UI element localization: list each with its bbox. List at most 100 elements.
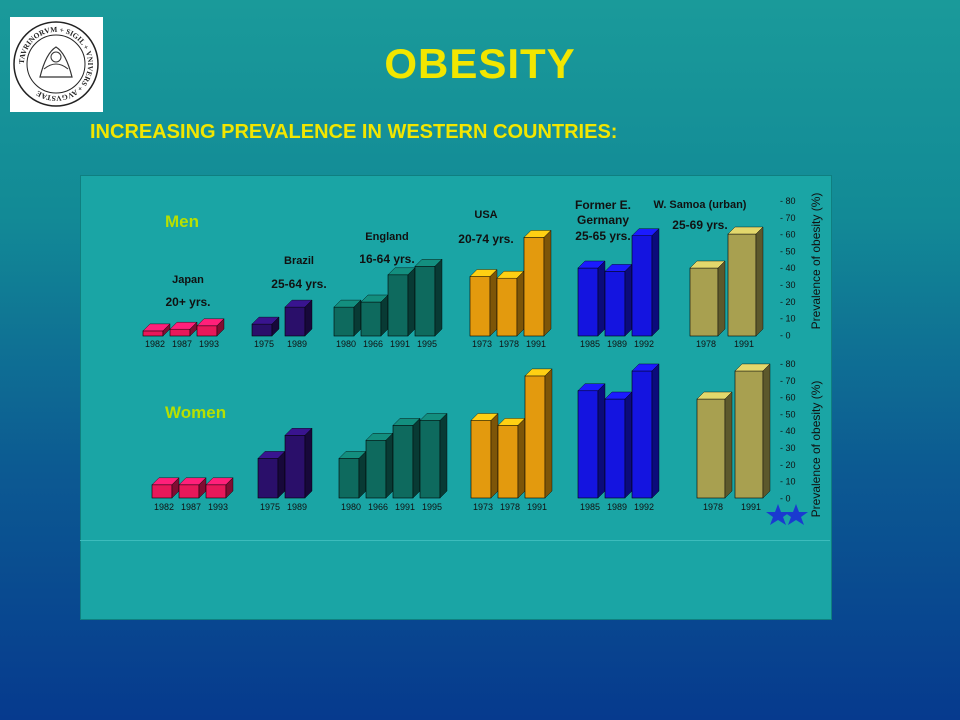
bar-women-usa-1973 [470,420,492,499]
year-label-women-japan-1982: 1982 [154,502,174,512]
bar-men-usa-1978-side [516,270,525,337]
bar-men-usa-1973-side [489,269,498,337]
year-label-men-usa-1973: 1973 [472,339,492,349]
year-label-men-usa-1978: 1978 [499,339,519,349]
year-label-women-brazil-1975: 1975 [260,502,280,512]
y-tick-0-80: - 80 [780,196,796,206]
year-label-women-england-1980: 1980 [341,502,361,512]
panel-divider [80,540,830,541]
group-age-england: 16-64 yrs. [359,252,414,266]
bar-women-usa-1973-side [490,412,499,499]
y-tick-1-10: - 10 [780,477,796,487]
y-tick-0-60: - 60 [780,230,796,240]
y-tick-0-50: - 50 [780,246,796,256]
y-tick-1-0: - 0 [780,493,791,503]
bar-women-japan-1993-side [225,477,234,499]
y-tick-0-10: - 10 [780,314,796,324]
group-label-england: England [365,231,408,243]
y-axis-label-0: Prevalence of obesity (%) [809,193,823,330]
bar-women-japan-1987 [178,484,200,499]
bar-women-samoa-1978 [696,398,726,499]
group-age-brazil: 25-64 yrs. [271,277,326,291]
bar-men-brazil-1975 [251,323,273,337]
bar-women-england-1980 [338,458,360,499]
bar-men-germany-1989-side [624,263,633,337]
bar-women-usa-1991 [524,375,546,499]
bar-men-usa-1991-side [543,229,552,337]
bar-men-germany-1985 [577,267,599,337]
bar-men-england-1980 [333,306,355,337]
y-tick-0-70: - 70 [780,213,796,223]
y-tick-1-50: - 50 [780,409,796,419]
year-label-men-germany-1989: 1989 [607,339,627,349]
bar-women-brazil-1975 [257,458,279,499]
bar-women-germany-1985 [577,390,599,499]
bar-men-japan-1982 [142,330,164,337]
year-label-men-england-1966: 1966 [363,339,383,349]
university-seal-logo: TAVRINORVM + SIGIL + VNIVERS + AVGVSTAE [10,17,103,112]
year-label-men-germany-1985: 1985 [580,339,600,349]
y-axis-label-1: Prevalence of obesity (%) [809,381,823,518]
bar-women-england-1980-side [358,450,367,499]
year-label-women-england-1995: 1995 [422,502,442,512]
year-label-men-japan-1982: 1982 [145,339,165,349]
year-label-men-brazil-1989: 1989 [287,339,307,349]
year-label-women-japan-1987: 1987 [181,502,201,512]
bar-men-england-1991 [387,274,409,337]
group-label-germany-line1: Former E. [575,198,631,212]
bar-men-germany-1985-side [597,260,606,337]
page-title: OBESITY [384,40,576,87]
bar-men-usa-1978 [496,277,518,337]
bar-women-germany-1992 [631,370,653,499]
bar-women-usa-1978 [497,425,519,499]
year-label-men-england-1991: 1991 [390,339,410,349]
y-tick-1-80: - 80 [780,359,796,369]
bar-men-samoa-1978-side [717,260,726,337]
bar-men-brazil-1989 [284,306,306,337]
bar-women-england-1966 [365,439,387,499]
y-tick-0-30: - 30 [780,280,796,290]
panel-label-men: Men [165,212,199,231]
group-label-samoa: W. Samoa (urban) [654,199,747,211]
bar-men-england-1991-side [407,267,416,337]
bar-men-england-1995-side [434,258,443,337]
y-tick-1-40: - 40 [780,426,796,436]
year-label-men-brazil-1975: 1975 [254,339,274,349]
bar-women-germany-1985-side [597,383,606,499]
group-label-usa: USA [474,209,497,221]
year-label-men-japan-1993: 1993 [199,339,219,349]
year-label-women-england-1966: 1966 [368,502,388,512]
panel-label-women: Women [165,403,226,422]
bar-women-samoa-1991 [734,370,764,499]
bar-men-england-1966 [360,301,382,337]
bar-men-japan-1993-side [216,318,225,337]
year-label-women-samoa-1978: 1978 [703,502,723,512]
bar-men-usa-1973 [469,276,491,337]
bar-men-japan-1987 [169,328,191,337]
bar-men-samoa-1978 [689,267,719,337]
bar-men-england-1995 [414,265,436,337]
bar-women-germany-1989-side [624,391,633,499]
bar-women-england-1995-side [439,412,448,499]
year-label-men-samoa-1991: 1991 [734,339,754,349]
bar-women-samoa-1991-side [762,363,771,499]
group-label-japan: Japan [172,274,204,286]
year-label-women-germany-1985: 1985 [580,502,600,512]
bar-women-usa-1978-side [517,417,526,499]
group-age-samoa: 25-69 yrs. [672,218,727,232]
y-tick-0-0: - 0 [780,330,791,340]
y-tick-1-60: - 60 [780,393,796,403]
y-tick-0-40: - 40 [780,263,796,273]
bar-men-germany-1992 [631,235,653,337]
bar-women-japan-1982 [151,484,173,499]
bar-men-brazil-1989-side [304,299,313,337]
bar-men-samoa-1991-side [755,226,764,337]
bar-women-england-1991 [392,425,414,499]
year-label-women-usa-1973: 1973 [473,502,493,512]
year-label-men-england-1995: 1995 [417,339,437,349]
group-label-brazil: Brazil [284,255,314,267]
group-age-japan: 20+ yrs. [165,295,210,309]
y-tick-1-20: - 20 [780,460,796,470]
bar-men-england-1966-side [380,294,389,337]
